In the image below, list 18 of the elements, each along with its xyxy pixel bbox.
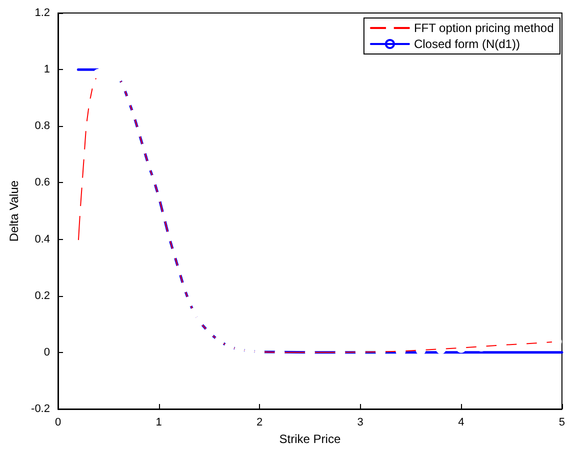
x-tick-label: 5 (558, 416, 566, 428)
y-axis-title: Delta Value (7, 180, 21, 242)
y-tick-label: 1.2 (34, 7, 50, 19)
x-tick-label: 1 (156, 416, 162, 428)
y-tick-label: 0.6 (34, 176, 50, 189)
y-tick-label: 1 (44, 64, 50, 76)
y-tick-label: 0.2 (34, 290, 50, 302)
x-tick-label: 2 (256, 416, 263, 428)
legend-label: FFT option pricing method (414, 21, 554, 35)
x-tick-label: 4 (458, 416, 464, 428)
y-tick-label: 0.4 (34, 233, 50, 246)
y-tick-label: 0 (44, 346, 50, 358)
x-axis-title: Strike Price (279, 432, 341, 446)
legend-label: Closed form (N(d1)) (414, 37, 520, 51)
x-tick-label: 0 (54, 416, 62, 428)
x-tick-label: 3 (357, 416, 364, 428)
y-tick-label: -0.2 (31, 403, 50, 415)
y-tick-label: 0.8 (34, 120, 50, 132)
